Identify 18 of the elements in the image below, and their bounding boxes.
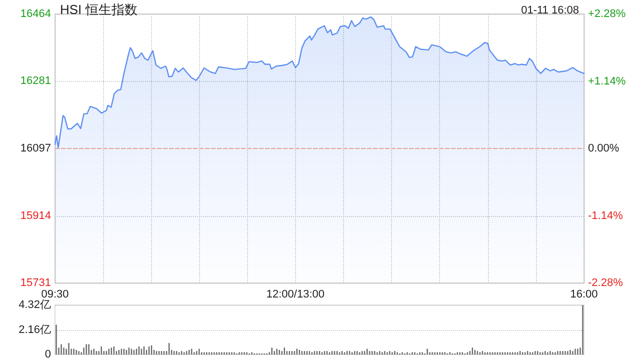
y-tick-label: 15731 [20, 277, 51, 289]
y2-tick-label: +1.14% [588, 75, 626, 88]
y2-tick-label: +2.28% [588, 8, 626, 20]
x-tick-label: 16:00 [570, 288, 598, 300]
y-tick-label: 2.16亿 [18, 324, 51, 336]
y-tick-label: 16097 [20, 142, 51, 155]
y2-tick-label: -1.14% [588, 210, 624, 222]
chart-title: HSI 恒生指数 [60, 2, 138, 17]
y-tick-label: 15914 [20, 210, 51, 222]
x-tick-label: 12:00/13:00 [266, 288, 325, 300]
y-tick-label: 0 [44, 348, 51, 360]
y-tick-label: 4.32亿 [18, 299, 51, 311]
x-tick-label: 09:30 [41, 288, 69, 300]
y-tick-label: 16464 [20, 8, 51, 20]
y2-tick-label: -2.28% [588, 277, 624, 289]
y-tick-label: 16281 [20, 75, 51, 88]
y2-tick-label: 0.00% [588, 142, 620, 154]
annotation: 01-11 16:08 [521, 4, 580, 16]
